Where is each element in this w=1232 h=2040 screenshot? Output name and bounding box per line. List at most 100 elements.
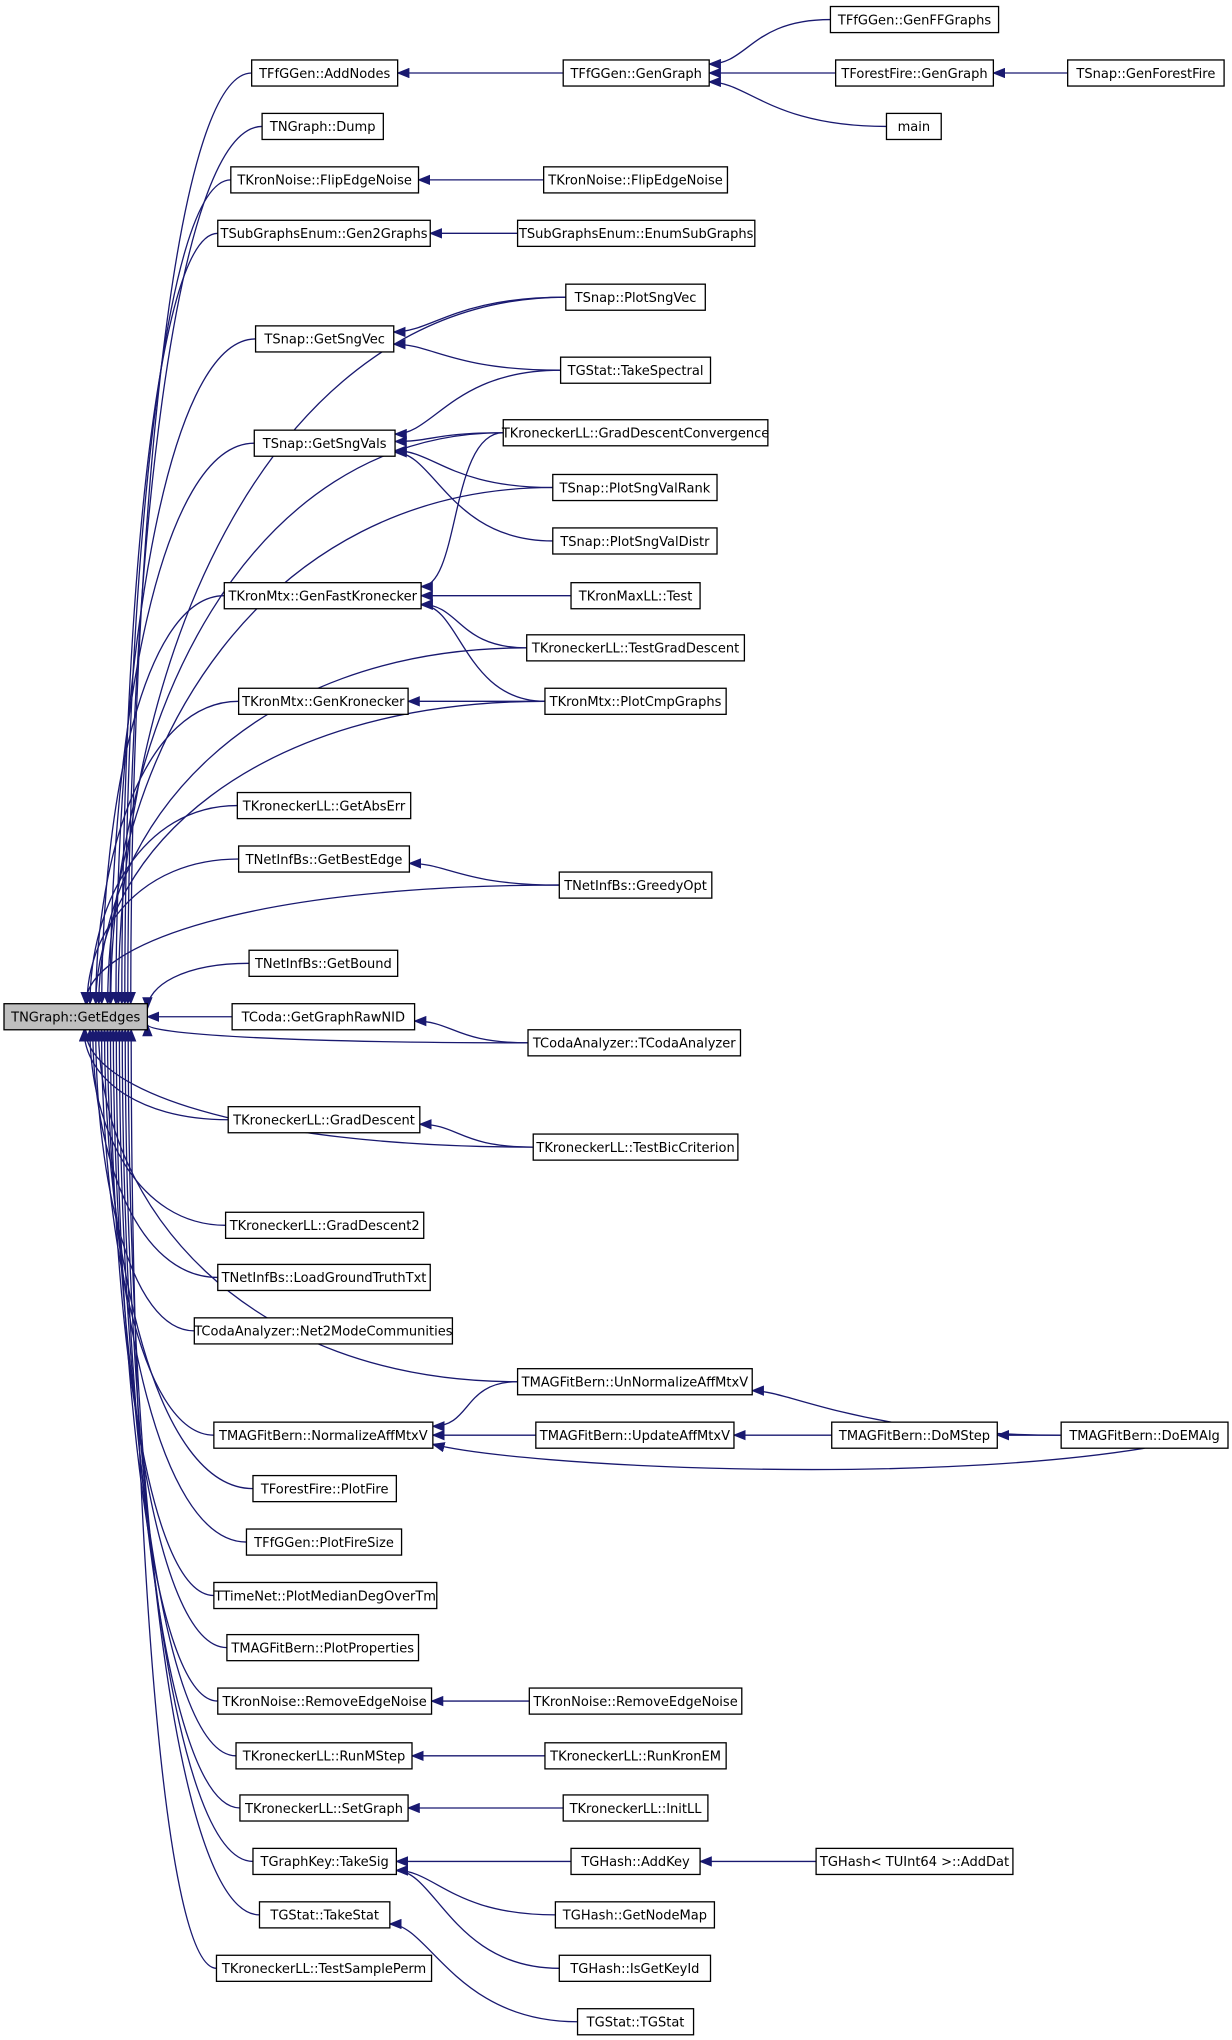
call-edge <box>388 1918 578 2023</box>
function-node <box>532 1133 739 1161</box>
function-label: TKroneckerLL::GradDescentConvergence <box>501 427 769 442</box>
function-node <box>559 356 712 384</box>
function-label: TSnap::PlotSngValRank <box>559 481 711 496</box>
call-edge <box>120 1028 253 1863</box>
call-edge <box>122 125 263 1006</box>
function-node <box>527 1029 742 1057</box>
call-edge <box>418 1119 534 1148</box>
call-edge <box>413 1015 529 1044</box>
function-node <box>552 527 718 555</box>
call-edge <box>81 858 239 1006</box>
call-edge <box>80 1028 534 1148</box>
function-node <box>562 59 710 87</box>
function-label: TKronNoise::FlipEdgeNoise <box>547 174 722 189</box>
function-label: TKronNoise::RemoveEdgeNoise <box>532 1695 737 1710</box>
function-node <box>528 1687 743 1715</box>
function-label: TGHash< TUInt64 >::AddDat <box>819 1855 1009 1870</box>
function-label: TCodaAnalyzer::TCodaAnalyzer <box>532 1037 736 1052</box>
call-edge <box>142 1023 529 1044</box>
call-edge <box>419 599 527 649</box>
function-label: TMAGFitBern::UnNormalizeAffMtxV <box>521 1376 749 1391</box>
function-label: TKroneckerLL::TestBicCriterion <box>535 1141 734 1156</box>
function-node <box>245 1528 403 1556</box>
function-node <box>248 949 399 977</box>
function-label: TGStat::TakeSpectral <box>567 364 704 379</box>
function-node <box>213 1581 438 1610</box>
call-edge <box>125 1028 217 1969</box>
function-label: TNetInfBs::GetBestEdge <box>245 853 403 868</box>
function-node <box>3 1003 149 1031</box>
function-node <box>558 1954 712 1982</box>
function-node <box>516 219 756 248</box>
function-label: TSubGraphsEnum::Gen2Graphs <box>220 227 428 242</box>
call-edge <box>84 1028 226 1226</box>
function-label: TSnap::GetSngVec <box>263 333 384 348</box>
function-node <box>829 5 1000 34</box>
function-label: TKroneckerLL::InitLL <box>569 1802 703 1817</box>
function-label: TKronMtx::GenFastKronecker <box>227 590 417 605</box>
call-edge <box>125 72 252 1006</box>
function-node <box>226 1633 420 1662</box>
call-edge <box>393 432 504 447</box>
function-node <box>1067 59 1225 87</box>
function-node <box>562 1794 709 1822</box>
call-edge <box>90 700 545 1006</box>
function-node <box>258 1901 391 1929</box>
call-edge <box>408 858 560 886</box>
function-node <box>254 325 395 353</box>
function-label: TFfGGen::AddNodes <box>258 67 390 82</box>
function-node <box>552 473 718 502</box>
function-label: TFfGGen::GenFFGraphs <box>837 13 991 28</box>
function-label: TNetInfBs::GetBound <box>254 957 392 972</box>
call-edge <box>96 595 225 1006</box>
function-label: TMAGFitBern::NormalizeAffMtxV <box>218 1429 428 1444</box>
function-node <box>230 166 420 194</box>
call-edge <box>111 1028 218 1702</box>
function-node <box>565 283 706 311</box>
call-edge <box>419 599 545 702</box>
function-node <box>213 1421 434 1449</box>
call-edge <box>93 1028 518 1383</box>
function-label: TGHash::IsGetKeyId <box>569 1962 699 1977</box>
call-edge <box>431 1381 518 1432</box>
call-edge <box>707 18 831 70</box>
function-node <box>535 1421 735 1449</box>
function-label: TCodaAnalyzer::Net2ModeCommunities <box>193 1325 452 1340</box>
function-label: TKronMtx::PlotCmpGraphs <box>549 695 722 710</box>
function-label: main <box>898 120 931 135</box>
function-label: TGStat::TGStat <box>586 2016 685 2031</box>
function-node <box>253 429 396 457</box>
function-label: TSnap::GetSngVals <box>262 437 387 452</box>
function-node <box>237 687 409 715</box>
function-label: TFfGGen::GenGraph <box>569 67 702 82</box>
function-node <box>570 1847 701 1876</box>
call-edge <box>393 369 561 440</box>
function-node <box>193 1317 454 1345</box>
call-edge <box>110 338 256 1006</box>
function-node <box>251 59 399 87</box>
function-label: TFfGGen::PlotFireSize <box>253 1536 394 1551</box>
function-label: TKronMtx::GenKronecker <box>241 695 405 710</box>
function-node <box>831 1421 998 1449</box>
function-node <box>252 1847 398 1876</box>
function-node <box>215 1954 433 1982</box>
function-node <box>217 1263 431 1292</box>
function-label: TMAGFitBern::DoMStep <box>838 1429 990 1444</box>
function-node <box>516 1368 753 1396</box>
call-edge <box>117 1028 240 1809</box>
function-node <box>558 871 713 899</box>
function-node <box>235 1742 413 1770</box>
call-edge <box>116 232 218 1006</box>
function-label: TForestFire::PlotFire <box>260 1482 389 1497</box>
function-node <box>252 1474 398 1503</box>
function-label: TMAGFitBern::DoEMAlg <box>1068 1429 1220 1444</box>
function-node <box>544 687 727 715</box>
function-label: TGStat::TakeStat <box>269 1909 379 1924</box>
function-node <box>1060 1421 1229 1449</box>
function-label: TMAGFitBern::UpdateAffMtxV <box>539 1429 730 1444</box>
function-label: TKroneckerLL::GradDescent2 <box>229 1219 420 1234</box>
function-node <box>544 1742 727 1770</box>
function-node <box>239 1794 409 1822</box>
